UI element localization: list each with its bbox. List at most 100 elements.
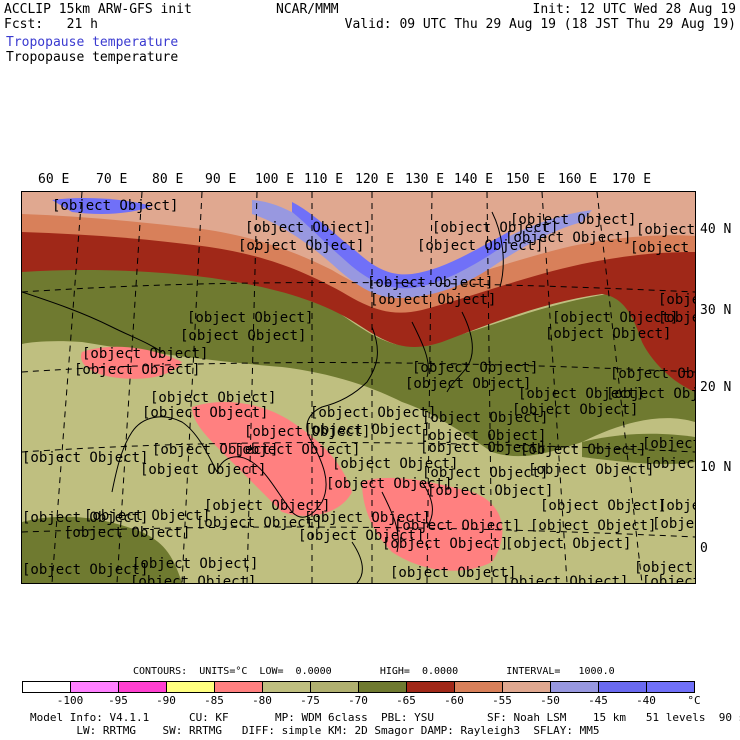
field-olive-south (22, 516, 182, 583)
map-label: [object Object] (196, 515, 322, 531)
lon-label: 150 E (506, 172, 546, 187)
coastlines (22, 211, 504, 583)
field-salmon-top (22, 192, 695, 292)
lat-label: 20 N (700, 380, 732, 395)
map-label: [object Object] (634, 560, 695, 576)
map-label: [object Object] (130, 574, 256, 583)
color-swatch (263, 682, 311, 692)
colorbar-tick: -50 (540, 694, 560, 707)
map-label: [object Object] (180, 328, 306, 344)
map-label: [object Object] (370, 292, 496, 308)
map-label: [object Object] (644, 456, 695, 472)
lon-label: 70 E (96, 172, 128, 187)
map-label: [object Object] (518, 386, 644, 402)
map-label: [object Object] (642, 436, 695, 452)
header-model-title: ACCLIP 15km ARW-GFS init (4, 2, 192, 17)
map-label: [object Object] (22, 450, 148, 466)
model-info-line-2: LW: RRTMG SW: RRTMG DIFF: simple KM: 2D … (30, 724, 600, 737)
map-label: [object Object] (52, 198, 178, 214)
map-label: [object Object] (310, 405, 436, 421)
field-blue-core (292, 202, 512, 289)
map-label: [object Object] (304, 422, 430, 438)
grid-lines (22, 192, 695, 583)
lon-label: 120 E (355, 172, 395, 187)
colorbar-tick: -40 (636, 694, 656, 707)
color-swatch (119, 682, 167, 692)
map-label: [object Object] (394, 518, 520, 534)
map-label: [object Object] (412, 360, 538, 376)
field-lavender-zone (252, 200, 592, 299)
lon-label: 100 E (255, 172, 295, 187)
map-panel: [object Object] [object Object] [object … (21, 191, 696, 584)
colorbar-tick: -65 (396, 694, 416, 707)
lat-label: 40 N (700, 222, 732, 237)
colorbar-tick: -80 (252, 694, 272, 707)
map-label: [object Object] (420, 440, 546, 456)
map-canvas: [object Object] [object Object] [object … (22, 192, 695, 583)
colorbar-tick: -45 (588, 694, 608, 707)
map-label: [object Object] (630, 240, 695, 256)
contour-info: CONTOURS: UNITS=°C LOW= 0.0000 HIGH= 0.0… (133, 666, 615, 677)
map-label: [object Object] (520, 442, 646, 458)
color-swatch (23, 682, 71, 692)
colorbar-tick: -70 (348, 694, 368, 707)
colorbar-tick: -60 (444, 694, 464, 707)
map-label: [object Object] (505, 230, 631, 246)
map-label: [object Object] (74, 362, 200, 378)
map-label: [object Object] (367, 275, 493, 291)
header-forecast-hour: Fcst: 21 h (4, 17, 98, 32)
map-label: [object Object] (420, 428, 546, 444)
lon-label: 160 E (558, 172, 598, 187)
map-label: [object Object] (642, 574, 695, 583)
map-label: [object Object] (245, 220, 371, 236)
map-label: [object Object] (658, 292, 695, 308)
colorbar-tick: -55 (492, 694, 512, 707)
lat-label: 30 N (700, 303, 732, 318)
model-info-line-1: Model Info: V4.1.1 CU: KF MP: WDM 6class… (30, 711, 740, 724)
map-label: [object Object] (422, 410, 548, 426)
map-label: [object Object] (610, 366, 695, 382)
map-label: [object Object] (140, 462, 266, 478)
map-label: [object Object] (132, 556, 258, 572)
field-blue-west (52, 198, 152, 214)
colorbar-tick: -85 (204, 694, 224, 707)
map-label: [object Object] (545, 326, 671, 342)
map-label: [object Object] (510, 212, 636, 228)
map-label: [object Object] (530, 518, 656, 534)
map-label: [object Object] (382, 536, 508, 552)
lon-label: 60 E (38, 172, 70, 187)
colorbar-tick: °C (687, 694, 701, 707)
map-label: [object Object] (204, 498, 330, 514)
map-label: [object Object] (427, 483, 553, 499)
colorbar-tick: -95 (108, 694, 128, 707)
map-label: [object Object] (422, 465, 548, 481)
color-swatch (599, 682, 647, 692)
color-swatch (71, 682, 119, 692)
map-label: [object Object] (658, 498, 695, 514)
lon-label: 90 E (205, 172, 237, 187)
field-pink-3 (362, 477, 503, 571)
map-label: [object Object] (512, 402, 638, 418)
color-swatch (167, 682, 215, 692)
header-center: NCAR/MMM (276, 2, 339, 17)
map-label: [object Object] (606, 386, 695, 402)
lon-label: 80 E (152, 172, 184, 187)
map-label: [object Object] (417, 238, 543, 254)
field-olive-band (22, 265, 695, 457)
lat-label: 10 N (700, 460, 732, 475)
color-bar (22, 681, 695, 693)
map-label: [object Object] (652, 516, 695, 532)
field-orange-band (22, 212, 695, 313)
field-title-1: Tropopause temperature (6, 35, 179, 50)
map-label: [object Object] (528, 462, 654, 478)
map-label: [object Object] (636, 222, 695, 238)
map-label: [object Object] (658, 310, 695, 326)
color-swatch (455, 682, 503, 692)
map-label: [object Object] (150, 390, 276, 406)
header-valid-time: Valid: 09 UTC Thu 29 Aug 19 (18 JST Thu … (344, 17, 736, 32)
map-label: [object Object] (540, 498, 666, 514)
map-label: [object Object] (142, 405, 268, 421)
map-label: [object Object] (390, 565, 516, 581)
colorbar-tick: -75 (300, 694, 320, 707)
lon-label: 130 E (405, 172, 445, 187)
